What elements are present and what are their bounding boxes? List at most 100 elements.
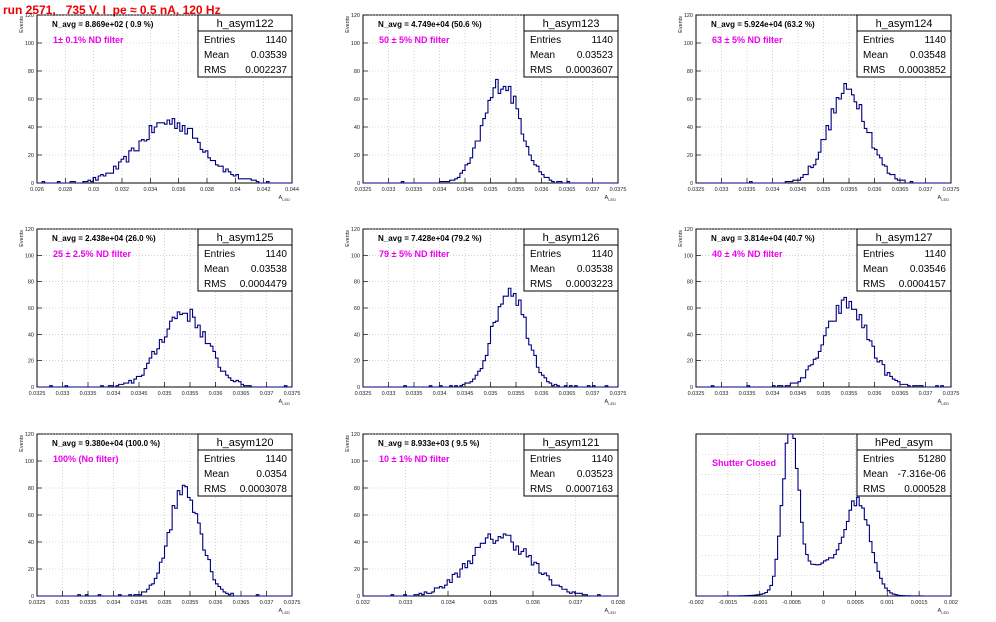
run-title: run 2571, 735 V, I_pe ≈ 0.5 nA, 120 Hz bbox=[3, 3, 221, 17]
stat-label: Mean bbox=[204, 264, 229, 275]
x-tick-label: 0.0345 bbox=[457, 187, 474, 193]
stat-value: 1140 bbox=[591, 454, 613, 465]
stat-value: 0.0354 bbox=[256, 469, 287, 480]
n-avg-label: N_avg = 3.814e+04 (40.7 %) bbox=[711, 234, 815, 243]
stat-value: 0.0003223 bbox=[566, 279, 614, 290]
y-tick-label: 0 bbox=[690, 385, 693, 391]
y-tick-label: 40 bbox=[687, 332, 693, 338]
y-tick-label: 0 bbox=[690, 181, 693, 187]
x-tick-label: 0.034 bbox=[433, 391, 447, 397]
x-tick-label: 0.0335 bbox=[739, 391, 756, 397]
stat-label: Entries bbox=[204, 35, 235, 46]
x-tick-label: 0.0325 bbox=[688, 391, 705, 397]
stat-label: RMS bbox=[863, 65, 886, 76]
histogram-name: h_asym121 bbox=[543, 437, 600, 449]
stats-box: h_asym122 Entries 1140 Mean 0.03539 RMS 0.0022… bbox=[197, 14, 293, 78]
y-tick-label: 20 bbox=[354, 567, 360, 573]
x-tick-label: 0.035 bbox=[484, 391, 498, 397]
x-tick-label: 0.0355 bbox=[182, 391, 199, 397]
stat-label: RMS bbox=[204, 279, 227, 290]
y-tick-label: 120 bbox=[25, 432, 34, 438]
x-tick-label: 0.0365 bbox=[892, 391, 909, 397]
stat-value: 0.0004479 bbox=[240, 279, 288, 290]
x-tick-label: 0.0325 bbox=[355, 391, 372, 397]
y-tick-label: 100 bbox=[684, 41, 693, 47]
histogram-line bbox=[363, 533, 618, 597]
x-tick-label: 0.0345 bbox=[790, 187, 807, 193]
x-tick-label: 0.0365 bbox=[892, 187, 909, 193]
y-tick-label: 40 bbox=[354, 540, 360, 546]
n-avg-label: N_avg = 9.380e+04 (100.0 %) bbox=[52, 439, 160, 448]
x-tick-label: 0.0365 bbox=[233, 391, 250, 397]
x-tick-label: 0.035 bbox=[484, 187, 498, 193]
histogram-panel-h_asym121: 0.032 0.033 0.034 0.035 0.036 0.037 0.038 0 20 40… bbox=[345, 432, 625, 615]
x-tick-label: 0.035 bbox=[817, 187, 831, 193]
y-tick-label: 20 bbox=[687, 153, 693, 159]
stat-label: Entries bbox=[863, 454, 894, 465]
stat-label: Entries bbox=[863, 35, 894, 46]
filter-note: 100% (No filter) bbox=[53, 454, 119, 464]
histogram-line bbox=[363, 287, 618, 388]
y-tick-label: 40 bbox=[28, 332, 34, 338]
x-axis-label: ALED bbox=[279, 608, 291, 615]
x-tick-label: 0.0365 bbox=[233, 600, 250, 606]
histogram-panel-h_asym120: 0.0325 0.033 0.0335 0.034 0.0345 0.035 0.0355 0… bbox=[19, 432, 300, 615]
y-tick-label: 40 bbox=[354, 332, 360, 338]
x-tick-label: 0.037 bbox=[586, 391, 600, 397]
histogram-panel-h_asym124: 0.0325 0.033 0.0335 0.034 0.0345 0.035 0.0355 0… bbox=[678, 13, 959, 202]
histogram-line bbox=[37, 308, 292, 388]
x-tick-label: 0.0375 bbox=[284, 600, 301, 606]
x-tick-label: 0.032 bbox=[115, 187, 129, 193]
y-tick-label: 100 bbox=[684, 253, 693, 259]
stat-value: 0.0007163 bbox=[566, 484, 614, 495]
stat-value: 0.03539 bbox=[251, 50, 288, 61]
y-tick-label: 0 bbox=[31, 385, 34, 391]
x-tick-label: -0.0005 bbox=[782, 600, 801, 606]
histogram-line bbox=[37, 118, 292, 184]
x-tick-label: -0.002 bbox=[688, 600, 704, 606]
n-avg-label: N_avg = 2.438e+04 (26.0 %) bbox=[52, 234, 156, 243]
x-tick-label: 0.034 bbox=[143, 187, 157, 193]
y-tick-label: 20 bbox=[28, 567, 34, 573]
filter-note: 40 ± 4% ND filter bbox=[712, 249, 783, 259]
x-axis-label: ALED bbox=[938, 195, 950, 202]
y-tick-label: 100 bbox=[351, 41, 360, 47]
histogram-line bbox=[696, 433, 951, 597]
stat-label: RMS bbox=[204, 65, 227, 76]
x-tick-label: 0.0375 bbox=[610, 187, 627, 193]
x-axis-label: ALED bbox=[605, 195, 617, 202]
x-tick-label: 0.038 bbox=[611, 600, 625, 606]
stat-label: Mean bbox=[863, 264, 888, 275]
stat-label: Mean bbox=[863, 50, 888, 61]
x-tick-label: 0.0375 bbox=[610, 391, 627, 397]
x-tick-label: -0.0015 bbox=[719, 600, 738, 606]
stat-label: Mean bbox=[204, 469, 229, 480]
histogram-name: h_asym125 bbox=[217, 232, 274, 244]
x-tick-label: 0.034 bbox=[107, 391, 121, 397]
x-axis-label: ALED bbox=[605, 608, 617, 615]
x-tick-label: 0.0335 bbox=[406, 187, 423, 193]
n-avg-label: N_avg = 7.428e+04 (79.2 %) bbox=[378, 234, 482, 243]
x-tick-label: 0.0005 bbox=[847, 600, 864, 606]
y-tick-label: 20 bbox=[28, 153, 34, 159]
stat-value: 0.03546 bbox=[910, 264, 947, 275]
x-tick-label: 0.0355 bbox=[182, 600, 199, 606]
stat-label: Mean bbox=[530, 264, 555, 275]
x-tick-label: 0.0355 bbox=[508, 391, 525, 397]
histogram-name: h_asym126 bbox=[543, 232, 600, 244]
x-tick-label: 0.034 bbox=[107, 600, 121, 606]
x-tick-label: 0.035 bbox=[158, 391, 172, 397]
y-tick-label: 60 bbox=[687, 97, 693, 103]
x-tick-label: 0.0325 bbox=[688, 187, 705, 193]
y-tick-label: 20 bbox=[354, 359, 360, 365]
x-tick-label: 0.0375 bbox=[943, 391, 960, 397]
stat-value: 1140 bbox=[591, 249, 613, 260]
stat-value: 1140 bbox=[265, 454, 287, 465]
x-tick-label: 0.0355 bbox=[841, 187, 858, 193]
stat-label: Mean bbox=[530, 50, 555, 61]
y-tick-label: 60 bbox=[28, 513, 34, 519]
y-tick-label: 80 bbox=[354, 69, 360, 75]
x-axis-label: ALED bbox=[938, 399, 950, 406]
y-tick-label: 20 bbox=[28, 359, 34, 365]
y-axis-label: Events bbox=[345, 230, 351, 247]
